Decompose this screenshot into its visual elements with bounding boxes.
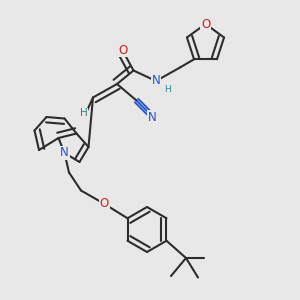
Text: H: H <box>164 85 171 94</box>
Text: N: N <box>147 111 156 124</box>
Text: O: O <box>118 44 127 57</box>
Text: O: O <box>201 17 210 31</box>
Text: N: N <box>152 74 160 88</box>
Text: H: H <box>80 108 88 118</box>
Text: N: N <box>60 146 69 160</box>
Text: O: O <box>100 197 109 210</box>
